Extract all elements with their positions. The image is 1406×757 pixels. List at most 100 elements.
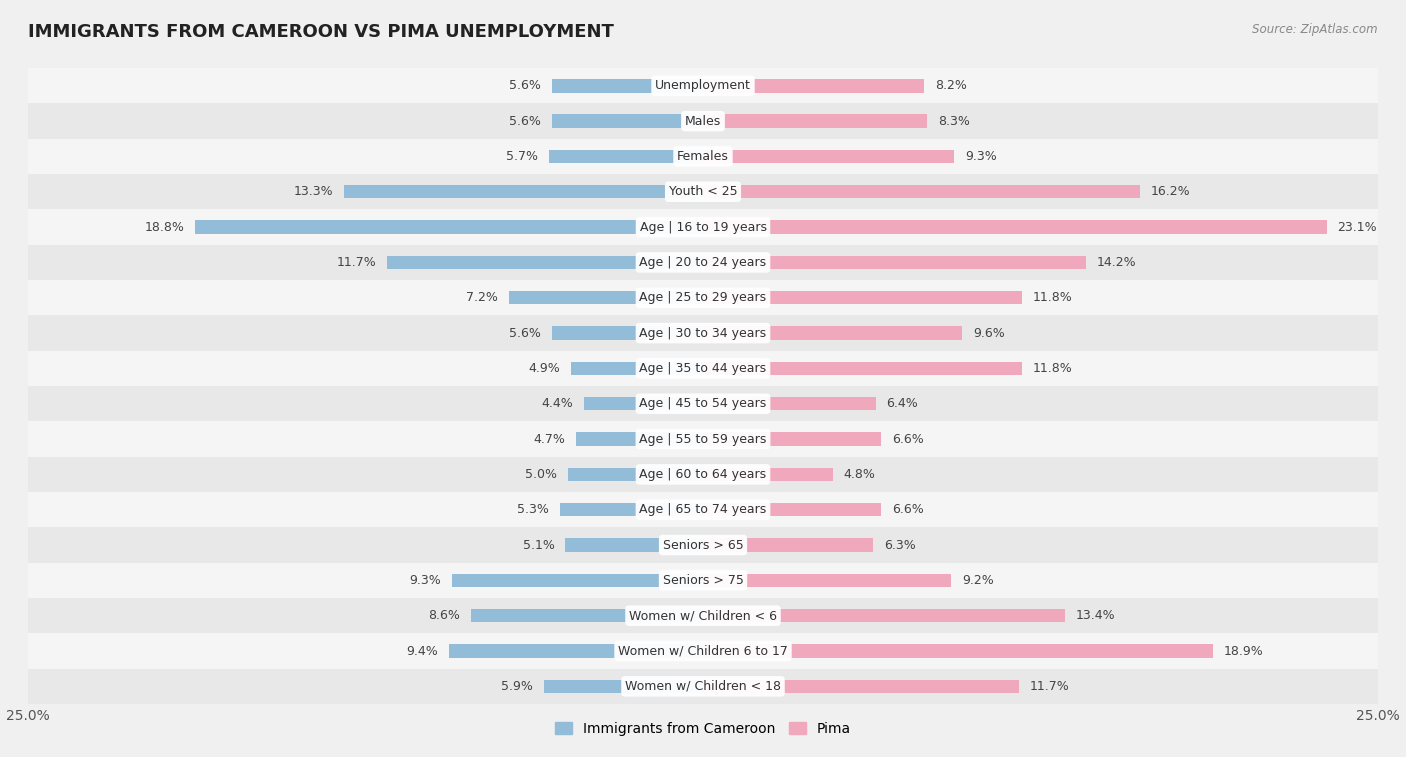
Text: 6.4%: 6.4% (887, 397, 918, 410)
Text: Seniors > 75: Seniors > 75 (662, 574, 744, 587)
Text: 9.6%: 9.6% (973, 326, 1005, 340)
Text: 5.1%: 5.1% (523, 538, 554, 552)
Text: Source: ZipAtlas.com: Source: ZipAtlas.com (1253, 23, 1378, 36)
Bar (195, 220, 703, 234)
Text: 13.3%: 13.3% (294, 185, 333, 198)
Bar (703, 362, 1022, 375)
Text: 4.9%: 4.9% (529, 362, 560, 375)
Text: 8.2%: 8.2% (935, 79, 967, 92)
Text: Seniors > 65: Seniors > 65 (662, 538, 744, 552)
Bar (703, 79, 924, 92)
FancyBboxPatch shape (28, 245, 1378, 280)
Bar (703, 114, 927, 128)
Text: 5.6%: 5.6% (509, 79, 541, 92)
FancyBboxPatch shape (28, 422, 1378, 456)
Bar (585, 397, 703, 410)
Bar (560, 503, 703, 516)
Text: IMMIGRANTS FROM CAMEROON VS PIMA UNEMPLOYMENT: IMMIGRANTS FROM CAMEROON VS PIMA UNEMPLO… (28, 23, 614, 41)
Text: Females: Females (678, 150, 728, 163)
Bar (571, 362, 703, 375)
Text: Age | 20 to 24 years: Age | 20 to 24 years (640, 256, 766, 269)
Text: 11.8%: 11.8% (1032, 291, 1073, 304)
Text: 23.1%: 23.1% (1337, 220, 1376, 234)
Bar (509, 291, 703, 304)
Text: 4.8%: 4.8% (844, 468, 876, 481)
Text: 9.3%: 9.3% (409, 574, 441, 587)
Bar (703, 326, 962, 340)
Text: 18.8%: 18.8% (145, 220, 184, 234)
Text: 4.4%: 4.4% (541, 397, 574, 410)
FancyBboxPatch shape (28, 316, 1378, 350)
Bar (703, 150, 955, 164)
Text: 11.8%: 11.8% (1032, 362, 1073, 375)
Text: Unemployment: Unemployment (655, 79, 751, 92)
Text: Age | 16 to 19 years: Age | 16 to 19 years (640, 220, 766, 234)
Text: 14.2%: 14.2% (1097, 256, 1137, 269)
Bar (568, 468, 703, 481)
Text: 16.2%: 16.2% (1152, 185, 1191, 198)
Bar (387, 256, 703, 269)
Bar (703, 432, 882, 446)
Bar (703, 644, 1213, 658)
Bar (703, 468, 832, 481)
Text: 9.4%: 9.4% (406, 644, 439, 658)
Text: Age | 60 to 64 years: Age | 60 to 64 years (640, 468, 766, 481)
Bar (703, 397, 876, 410)
Bar (451, 574, 703, 587)
Bar (703, 256, 1087, 269)
FancyBboxPatch shape (28, 210, 1378, 245)
Text: 4.7%: 4.7% (533, 432, 565, 446)
Bar (471, 609, 703, 622)
Bar (551, 79, 703, 92)
FancyBboxPatch shape (28, 139, 1378, 174)
FancyBboxPatch shape (28, 456, 1378, 492)
FancyBboxPatch shape (28, 528, 1378, 562)
FancyBboxPatch shape (28, 68, 1378, 104)
Text: Women w/ Children 6 to 17: Women w/ Children 6 to 17 (619, 644, 787, 658)
FancyBboxPatch shape (28, 104, 1378, 139)
Text: 13.4%: 13.4% (1076, 609, 1115, 622)
Text: Age | 30 to 34 years: Age | 30 to 34 years (640, 326, 766, 340)
Text: 11.7%: 11.7% (336, 256, 377, 269)
FancyBboxPatch shape (28, 280, 1378, 316)
Bar (703, 503, 882, 516)
FancyBboxPatch shape (28, 668, 1378, 704)
Bar (344, 185, 703, 198)
Bar (703, 185, 1140, 198)
Text: Age | 25 to 29 years: Age | 25 to 29 years (640, 291, 766, 304)
Text: 6.6%: 6.6% (891, 432, 924, 446)
Bar (576, 432, 703, 446)
Bar (550, 150, 703, 164)
Text: Youth < 25: Youth < 25 (669, 185, 737, 198)
Text: 5.6%: 5.6% (509, 326, 541, 340)
Text: 11.7%: 11.7% (1029, 680, 1070, 693)
FancyBboxPatch shape (28, 492, 1378, 528)
Bar (551, 114, 703, 128)
Text: Males: Males (685, 114, 721, 128)
Bar (703, 609, 1064, 622)
Text: 6.6%: 6.6% (891, 503, 924, 516)
Text: Age | 45 to 54 years: Age | 45 to 54 years (640, 397, 766, 410)
Text: 6.3%: 6.3% (884, 538, 915, 552)
FancyBboxPatch shape (28, 598, 1378, 634)
Legend: Immigrants from Cameroon, Pima: Immigrants from Cameroon, Pima (550, 716, 856, 742)
Text: 18.9%: 18.9% (1225, 644, 1264, 658)
Text: 8.3%: 8.3% (938, 114, 970, 128)
Text: 9.3%: 9.3% (965, 150, 997, 163)
Text: Age | 55 to 59 years: Age | 55 to 59 years (640, 432, 766, 446)
Text: Women w/ Children < 6: Women w/ Children < 6 (628, 609, 778, 622)
FancyBboxPatch shape (28, 562, 1378, 598)
Text: 7.2%: 7.2% (465, 291, 498, 304)
Bar (544, 680, 703, 693)
Bar (565, 538, 703, 552)
FancyBboxPatch shape (28, 350, 1378, 386)
Bar (703, 220, 1327, 234)
Text: 5.6%: 5.6% (509, 114, 541, 128)
Bar (551, 326, 703, 340)
Bar (703, 574, 952, 587)
FancyBboxPatch shape (28, 174, 1378, 210)
Text: 5.7%: 5.7% (506, 150, 538, 163)
Text: Age | 35 to 44 years: Age | 35 to 44 years (640, 362, 766, 375)
Text: 8.6%: 8.6% (429, 609, 460, 622)
Bar (703, 538, 873, 552)
